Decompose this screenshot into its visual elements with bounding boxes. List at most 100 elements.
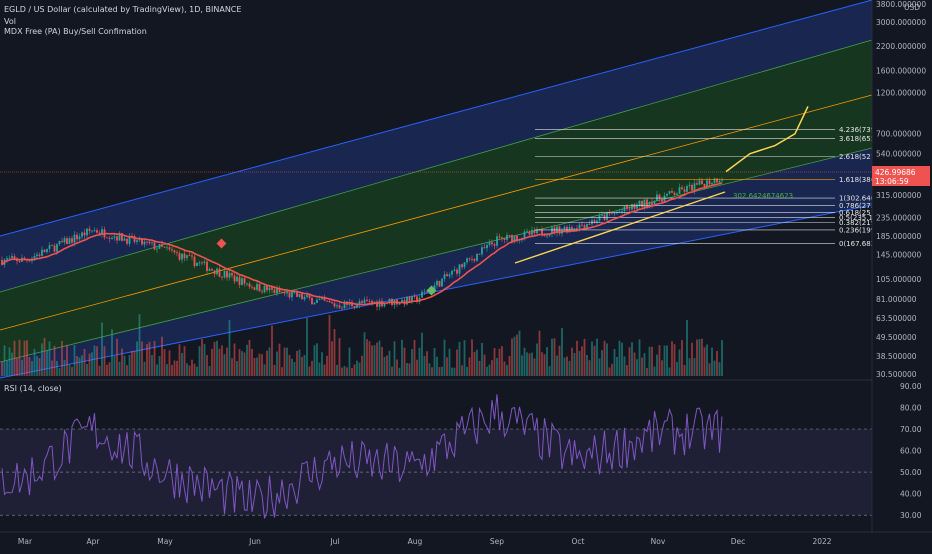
time-tick-3: Jun — [248, 537, 261, 546]
volume-bar — [381, 347, 383, 376]
price-tick-16: 38.500000 — [876, 352, 917, 361]
candle-body — [253, 287, 256, 290]
candle-body — [683, 189, 686, 192]
volume-bar — [176, 360, 178, 376]
candle-body — [601, 215, 603, 216]
candle-body — [371, 300, 373, 303]
volume-bar — [141, 341, 143, 376]
volume-bar — [146, 343, 148, 376]
volume-bar — [643, 353, 646, 376]
candle-body — [193, 256, 196, 267]
volume-legend[interactable]: Vol — [4, 17, 16, 26]
candle-body — [698, 180, 701, 185]
fib-label-3: 1.618(386.0441) — [839, 176, 898, 184]
volume-bar — [386, 355, 388, 376]
volume-bar — [106, 364, 108, 376]
candle-body — [351, 302, 353, 307]
volume-bar — [158, 356, 161, 376]
volume-bar — [551, 338, 553, 376]
candle-body — [448, 274, 451, 277]
candle-body — [296, 291, 298, 297]
volume-bar — [46, 350, 48, 376]
volume-bar — [418, 347, 421, 376]
volume-bar — [83, 349, 86, 376]
volume-bar — [81, 355, 83, 376]
volume-bar — [188, 365, 191, 376]
candle-body — [101, 229, 103, 235]
candle-body — [96, 230, 98, 233]
candle-body — [206, 261, 208, 271]
volume-bar — [656, 354, 658, 376]
volume-bar — [716, 351, 718, 376]
rsi-legend[interactable]: RSI (14, close) — [4, 384, 62, 393]
candle-body — [251, 286, 253, 288]
volume-bar — [116, 338, 118, 376]
volume-bar — [333, 329, 336, 376]
candle-body — [541, 229, 543, 236]
volume-bar — [631, 342, 633, 376]
indicator-legend[interactable]: MDX Free (PA) Buy/Sell Confimation — [4, 27, 147, 36]
volume-bar — [13, 340, 16, 376]
volume-bar — [508, 355, 511, 376]
candle-body — [376, 301, 378, 307]
volume-bar — [273, 364, 276, 376]
candle-body — [708, 180, 711, 185]
candle-body — [491, 242, 493, 245]
rsi-fill — [0, 429, 872, 516]
candle-body — [53, 245, 56, 252]
volume-bar — [143, 361, 146, 376]
volume-bar — [673, 344, 676, 376]
candle-body — [326, 300, 328, 302]
volume-bar — [658, 345, 661, 376]
candle-body — [631, 204, 633, 210]
candle-body — [256, 283, 258, 290]
candle-body — [671, 191, 673, 193]
volume-bar — [473, 351, 476, 376]
last-price-value: 426.99686 — [875, 168, 916, 177]
candle-body — [638, 200, 641, 205]
candle-body — [613, 213, 616, 215]
volume-bar — [678, 349, 681, 376]
candle-body — [636, 204, 638, 209]
volume-bar — [626, 365, 628, 376]
volume-bar — [398, 367, 401, 376]
volume-bar — [391, 366, 393, 376]
candle-body — [156, 248, 158, 250]
volume-bar — [263, 364, 266, 376]
volume-bar — [58, 367, 61, 376]
candle-body — [411, 296, 413, 303]
price-tick-1: 3000.000000 — [876, 18, 926, 27]
volume-bar — [56, 360, 58, 376]
volume-bar — [588, 360, 591, 376]
volume-bar — [521, 355, 523, 376]
volume-bar — [636, 359, 638, 376]
volume-bar — [208, 366, 211, 376]
countdown-value: 13:06:59 — [875, 177, 909, 186]
volume-bar — [671, 341, 673, 376]
volume-bar — [623, 356, 626, 376]
candle-body — [606, 212, 608, 220]
candle-body — [171, 249, 173, 251]
volume-bar — [28, 357, 31, 376]
candle-body — [158, 244, 161, 249]
volume-bar — [688, 358, 691, 376]
price-tick-12: 105.000000 — [876, 275, 922, 284]
volume-bar — [68, 364, 71, 376]
volume-bar — [458, 341, 461, 376]
fib-label-10: 0(167.682040) — [839, 240, 891, 248]
volume-bar — [168, 350, 171, 376]
candle-body — [476, 253, 478, 261]
candle-body — [571, 227, 573, 230]
volume-bar — [411, 349, 413, 376]
volume-bar — [231, 358, 233, 376]
volume-bar — [663, 345, 666, 376]
volume-bar — [378, 340, 381, 376]
volume-bar — [178, 344, 181, 376]
volume-bar — [101, 322, 103, 376]
volume-bar — [26, 340, 28, 376]
candle-body — [246, 283, 248, 285]
volume-bar — [256, 357, 258, 376]
candle-body — [123, 238, 126, 241]
